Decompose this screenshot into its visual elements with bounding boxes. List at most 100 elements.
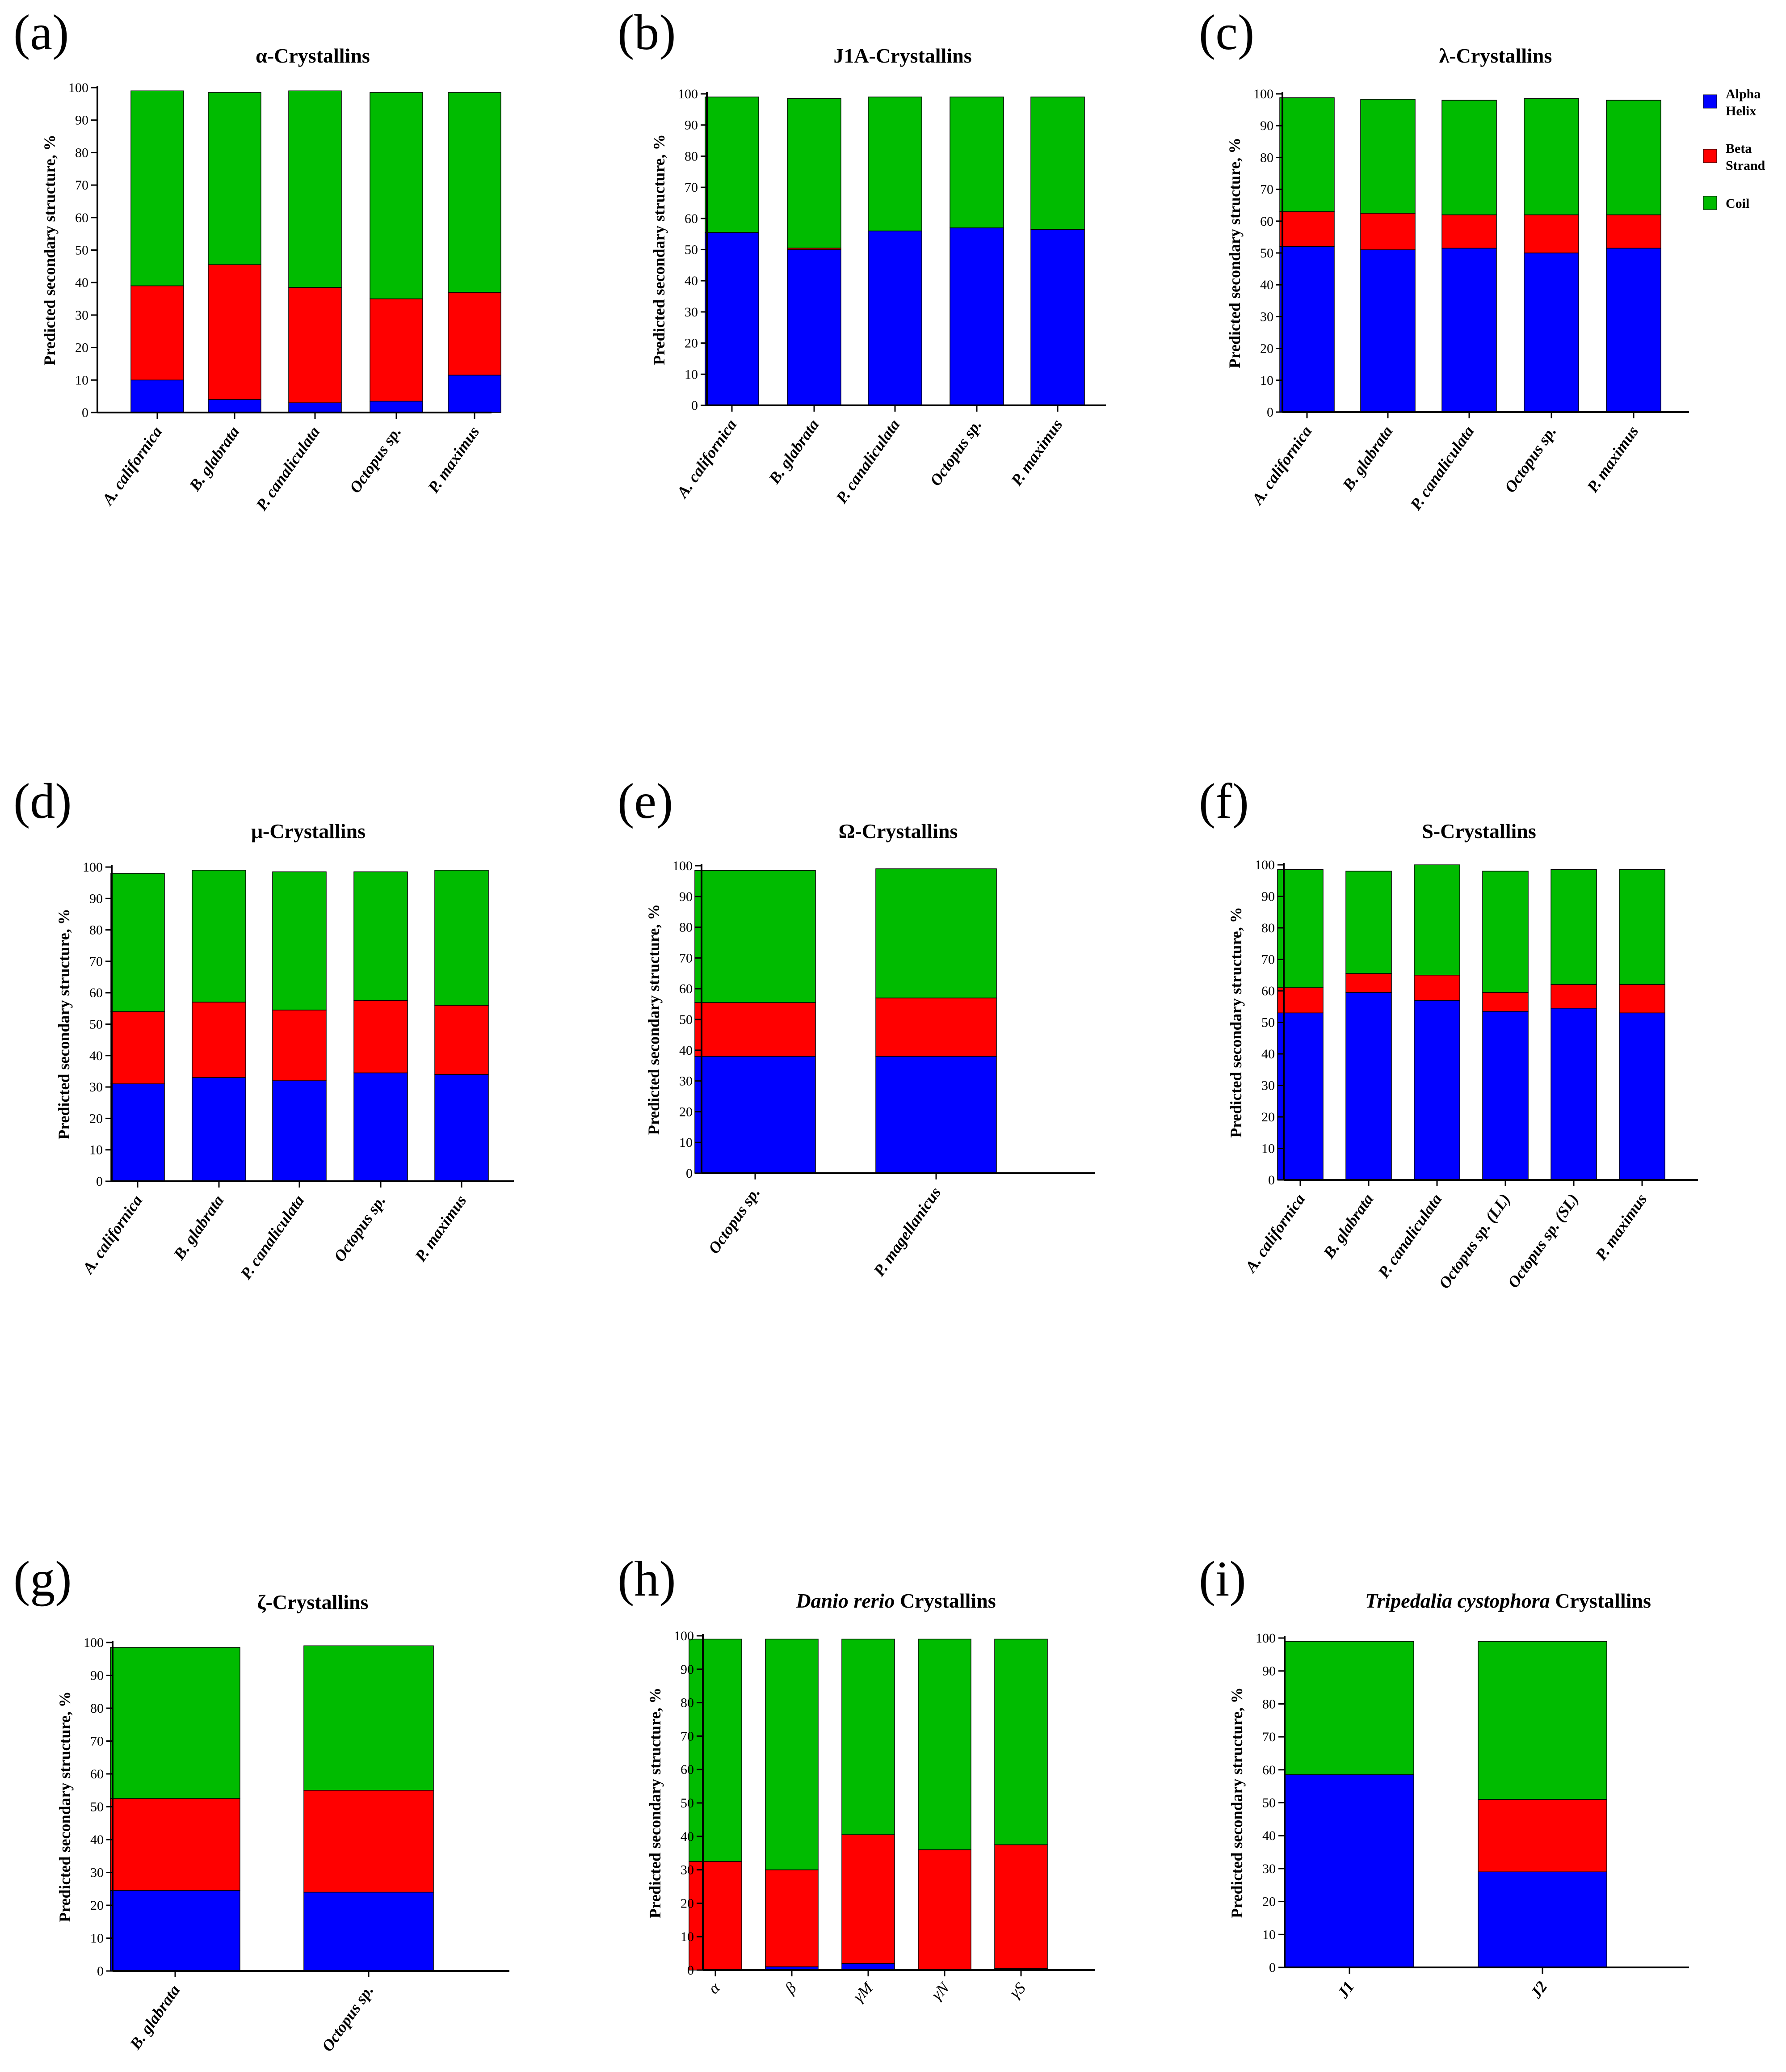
legend-label-beta_strand: Beta Strand bbox=[1726, 141, 1765, 173]
y-tick-label-c: 20 bbox=[1260, 341, 1273, 356]
x-tick-label-h: γS bbox=[1006, 1979, 1029, 2001]
x-tick-label-d: P. maximus bbox=[411, 1192, 470, 1265]
y-tick-label-d: 80 bbox=[89, 923, 103, 938]
bar-d-p-canaliculata-coil bbox=[272, 871, 327, 1011]
y-tick-label-a: 10 bbox=[75, 373, 88, 387]
bar-i-j1-coil bbox=[1285, 1641, 1414, 1775]
x-tick-label-d: P. canaliculata bbox=[236, 1192, 307, 1283]
y-tick-label-i: 80 bbox=[1262, 1697, 1276, 1711]
bar-e-p-magellanicus-coil bbox=[875, 868, 997, 998]
y-tick-label-d: 90 bbox=[89, 891, 103, 906]
y-tick-label-c: 100 bbox=[1253, 87, 1273, 101]
x-tick-label-d: Octopus sp. bbox=[330, 1192, 389, 1265]
y-tick-label-h: 20 bbox=[681, 1896, 694, 1911]
bar-g-b-glabrata-coil bbox=[110, 1647, 240, 1799]
chart-panel-a: (a) α-Crystallins Predicted secondary stru… bbox=[13, 5, 501, 514]
y-tick-label-e: 60 bbox=[679, 981, 693, 996]
bar-f-octopus-sp-sl-beta-strand bbox=[1551, 984, 1597, 1009]
y-tick-label-f: 90 bbox=[1261, 889, 1275, 904]
bar-c-b-glabrata-coil bbox=[1360, 99, 1416, 214]
bar-f-a-californica-alpha-helix bbox=[1277, 1012, 1324, 1180]
bar-a-p-maximus-alpha-helix bbox=[448, 375, 501, 413]
bar-b-octopus-sp-coil bbox=[950, 97, 1004, 228]
y-tick-label-a: 60 bbox=[75, 211, 88, 225]
bar-b-p-maximus-alpha-helix bbox=[1030, 229, 1085, 406]
y-tick-label-d: 50 bbox=[89, 1017, 103, 1032]
chart-panel-e: (e) Ω-Crystallins Predicted secondary stru… bbox=[618, 774, 1095, 1280]
y-tick-label-b: 50 bbox=[685, 243, 698, 257]
bar-g-octopus-sp-coil bbox=[303, 1645, 434, 1791]
bar-d-p-canaliculata-beta-strand bbox=[272, 1010, 327, 1081]
y-tick-label-h: 100 bbox=[674, 1629, 694, 1643]
y-tick-label-e: 40 bbox=[679, 1043, 693, 1058]
y-tick-label-f: 20 bbox=[1261, 1110, 1275, 1124]
y-tick-label-c: 50 bbox=[1260, 246, 1273, 261]
x-tick-label-a: P. maximus bbox=[424, 423, 483, 497]
x-tick-label-a: P. canaliculata bbox=[252, 423, 323, 514]
panel-label-a: (a) bbox=[13, 5, 69, 60]
x-tick-label-c: P. maximus bbox=[1583, 423, 1642, 496]
x-tick-label-h: α bbox=[705, 1979, 723, 1997]
y-tick-label-f: 30 bbox=[1261, 1078, 1275, 1093]
panel-label-e: (e) bbox=[618, 774, 673, 829]
y-tick-label-b: 0 bbox=[691, 398, 698, 413]
y-tick-label-a: 50 bbox=[75, 243, 88, 258]
y-tick-label-b: 20 bbox=[685, 336, 698, 351]
x-tick-label-d: A. californica bbox=[79, 1192, 146, 1278]
chart-title-c: λ-Crystallins bbox=[1439, 44, 1552, 67]
chart-title-d: μ-Crystallins bbox=[251, 820, 366, 842]
y-tick-label-i: 60 bbox=[1262, 1763, 1276, 1777]
bar-h-m-alpha-helix bbox=[841, 1963, 895, 1971]
bar-c-b-glabrata-alpha-helix bbox=[1360, 249, 1416, 413]
y-tick-label-d: 60 bbox=[89, 985, 103, 1000]
y-tick-label-a: 20 bbox=[75, 341, 88, 355]
bar-f-b-glabrata-beta-strand bbox=[1345, 973, 1392, 993]
bar-h-m-coil bbox=[841, 1638, 895, 1835]
y-tick-label-g: 80 bbox=[90, 1701, 104, 1716]
bar-c-a-californica-coil bbox=[1279, 97, 1335, 212]
bar-d-octopus-sp-alpha-helix bbox=[353, 1072, 408, 1182]
y-tick-label-g: 50 bbox=[90, 1800, 104, 1815]
y-tick-label-e: 70 bbox=[679, 951, 693, 965]
chart-panel-g: (g) ζ-Crystallins Predicted secondary stru… bbox=[13, 1551, 509, 2055]
x-tick-label-h: β bbox=[781, 1979, 800, 1997]
bar-d-b-glabrata-beta-strand bbox=[192, 1002, 246, 1078]
bar-a-p-canaliculata-beta-strand bbox=[288, 287, 342, 403]
y-tick-label-h: 10 bbox=[681, 1929, 694, 1944]
bar-a-p-maximus-coil bbox=[448, 92, 501, 293]
bar-g-b-glabrata-beta-strand bbox=[110, 1798, 240, 1891]
y-tick-label-c: 60 bbox=[1260, 214, 1273, 229]
y-tick-label-g: 90 bbox=[90, 1668, 104, 1683]
y-tick-label-d: 40 bbox=[89, 1049, 103, 1063]
bar-f-p-canaliculata-beta-strand bbox=[1414, 975, 1460, 1001]
bar-e-p-magellanicus-alpha-helix bbox=[875, 1056, 997, 1174]
y-tick-label-d: 30 bbox=[89, 1080, 103, 1095]
chart-title-b: J1A-Crystallins bbox=[833, 44, 971, 67]
x-tick-label-f: P. maximus bbox=[1592, 1191, 1651, 1264]
legend: Alpha Helix Beta Strand Coil bbox=[1703, 87, 1765, 211]
panel-label-i: (i) bbox=[1199, 1551, 1246, 1607]
y-axis-title-g: Predicted secondary structure, % bbox=[56, 1691, 74, 1922]
y-tick-label-g: 0 bbox=[97, 1964, 104, 1979]
bar-f-octopus-sp-sl-coil bbox=[1551, 869, 1597, 985]
bar-b-a-californica-alpha-helix bbox=[705, 232, 759, 406]
x-tick-label-b: B. glabrata bbox=[765, 416, 823, 488]
chart-title-a: α-Crystallins bbox=[256, 44, 370, 67]
y-tick-label-a: 90 bbox=[75, 113, 88, 128]
chart-panel-c: (c) λ-Crystallins Predicted secondary stru… bbox=[1199, 5, 1689, 514]
bar-b-b-glabrata-coil bbox=[787, 98, 841, 248]
y-tick-label-b: 80 bbox=[685, 149, 698, 164]
legend-label-coil: Coil bbox=[1726, 196, 1749, 211]
y-tick-label-b: 30 bbox=[685, 305, 698, 320]
y-tick-label-h: 80 bbox=[681, 1696, 694, 1710]
bar-e-p-magellanicus-beta-strand bbox=[875, 998, 997, 1057]
y-tick-label-h: 70 bbox=[681, 1729, 694, 1744]
y-axis-title-h: Predicted secondary structure, % bbox=[646, 1688, 664, 1919]
bar-b-p-maximus-coil bbox=[1030, 97, 1085, 230]
bar-i-j2-coil bbox=[1478, 1641, 1607, 1800]
y-tick-label-i: 10 bbox=[1262, 1927, 1276, 1942]
x-tick-label-f: A. californica bbox=[1241, 1191, 1309, 1276]
bar-d-octopus-sp-beta-strand bbox=[353, 1000, 408, 1074]
bar-e-octopus-sp-beta-strand bbox=[694, 1002, 816, 1057]
y-tick-label-a: 80 bbox=[75, 145, 88, 160]
